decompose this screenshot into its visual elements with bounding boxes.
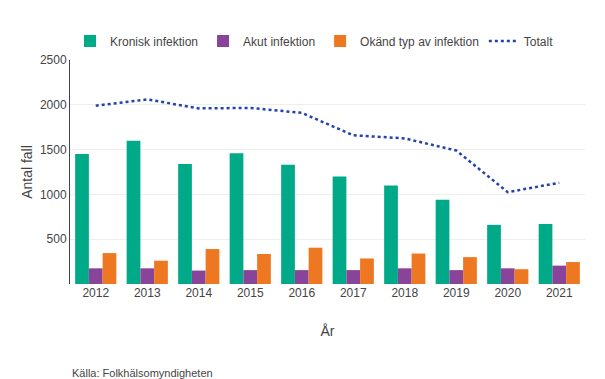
svg-text:Akut infektion: Akut infektion: [243, 35, 315, 49]
svg-text:2012: 2012: [82, 286, 109, 300]
svg-text:Kronisk infektion: Kronisk infektion: [110, 35, 198, 49]
svg-text:2014: 2014: [185, 286, 212, 300]
svg-text:2020: 2020: [494, 286, 521, 300]
svg-text:Källa: Folkhälsomyndigheten: Källa: Folkhälsomyndigheten: [72, 367, 213, 379]
svg-text:Totalt: Totalt: [524, 35, 553, 49]
svg-text:2016: 2016: [288, 286, 315, 300]
svg-text:Antal fall: Antal fall: [19, 145, 35, 199]
svg-text:2018: 2018: [391, 286, 418, 300]
svg-text:År: År: [321, 323, 335, 339]
svg-text:2021: 2021: [546, 286, 573, 300]
svg-text:1000: 1000: [40, 188, 67, 202]
svg-text:2013: 2013: [134, 286, 161, 300]
svg-text:2500: 2500: [40, 53, 67, 67]
svg-text:2017: 2017: [340, 286, 367, 300]
svg-text:500: 500: [47, 232, 67, 246]
svg-text:1500: 1500: [40, 143, 67, 157]
svg-text:2019: 2019: [443, 286, 470, 300]
svg-text:Okänd typ av infektion: Okänd typ av infektion: [360, 35, 479, 49]
svg-text:2000: 2000: [40, 98, 67, 112]
svg-text:2015: 2015: [237, 286, 264, 300]
